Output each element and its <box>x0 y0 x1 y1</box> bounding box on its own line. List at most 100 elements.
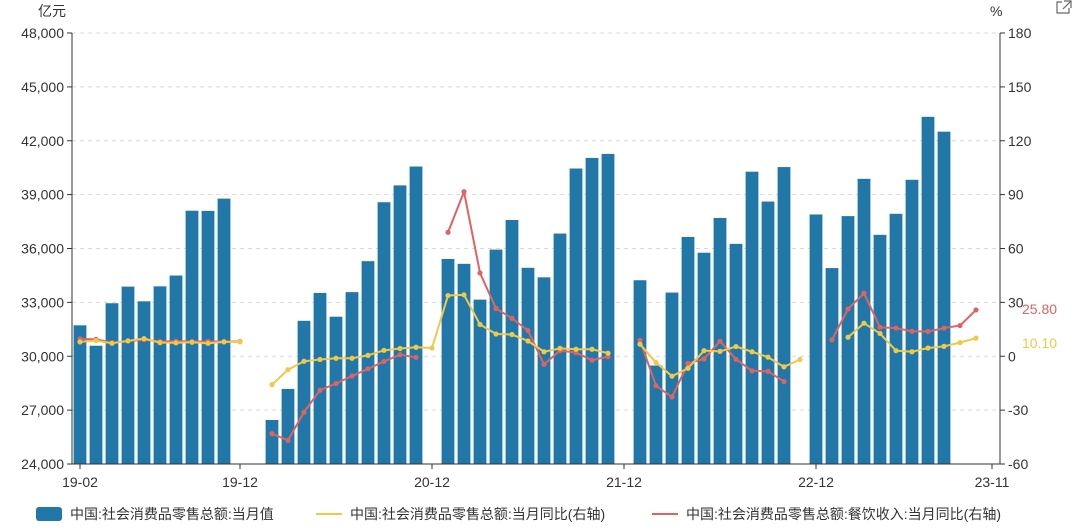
line-point <box>797 356 803 363</box>
line-point <box>541 361 547 367</box>
bar <box>409 166 423 464</box>
line-point <box>765 368 771 374</box>
line-point <box>109 340 115 346</box>
bar <box>601 153 615 464</box>
x-tick-label: 20-12 <box>414 474 450 490</box>
line-point <box>237 339 243 345</box>
right-tick-label: 60 <box>1008 241 1024 257</box>
line-point <box>477 270 483 276</box>
left-tick-label: 27,000 <box>21 402 64 418</box>
bar <box>393 185 407 464</box>
line-point <box>525 327 531 334</box>
line-point <box>285 437 291 443</box>
expand-icon[interactable] <box>1056 0 1072 14</box>
line-point <box>317 356 323 363</box>
bar <box>73 325 87 464</box>
legend-item-retail-sales[interactable]: 中国:社会消费品零售总额:当月值 <box>36 504 274 524</box>
x-tick-label: 22-12 <box>798 474 834 490</box>
bar <box>521 267 535 464</box>
bar <box>505 220 519 464</box>
line-point <box>493 331 499 337</box>
line-point <box>717 348 723 355</box>
line-point <box>349 373 355 379</box>
line-point <box>941 343 947 349</box>
line-point <box>749 368 755 374</box>
line-point <box>221 339 227 345</box>
bar <box>281 388 295 464</box>
end-label-text: 25.80 <box>1022 301 1057 317</box>
bar <box>921 116 935 465</box>
line-point <box>861 320 867 326</box>
series-line <box>271 353 417 442</box>
line-point <box>205 340 211 346</box>
line-point <box>381 347 387 353</box>
legend-label: 中国:社会消费品零售总额:当月值 <box>70 506 274 522</box>
line-point <box>461 189 467 195</box>
x-tick-label: 19-02 <box>62 474 98 490</box>
line-point <box>717 338 723 344</box>
left-axis-unit: 亿元 <box>38 3 66 19</box>
bar-series <box>73 116 951 465</box>
line-point <box>509 331 515 338</box>
line-point <box>269 431 275 437</box>
line-point <box>877 330 883 337</box>
bar <box>201 210 215 464</box>
line-point <box>413 354 419 360</box>
left-tick-label: 42,000 <box>21 133 64 149</box>
bar <box>185 210 199 464</box>
line-point <box>685 365 691 371</box>
bar <box>441 259 455 464</box>
bar <box>809 214 823 464</box>
line-point <box>189 339 195 345</box>
line-point <box>93 338 99 344</box>
line-point <box>589 357 595 363</box>
bar <box>105 303 119 464</box>
legend-item-retail-yoy[interactable]: 中国:社会消费品零售总额:当月同比(右轴) <box>316 504 605 524</box>
line-point <box>301 409 307 415</box>
line-point <box>541 349 547 355</box>
bar <box>265 420 279 464</box>
legend-swatch-bar <box>36 507 62 521</box>
bar <box>537 277 551 464</box>
line-point <box>413 344 419 350</box>
line-point <box>285 367 291 373</box>
bar <box>313 292 327 464</box>
right-axis-unit: % <box>990 3 1002 19</box>
bar <box>329 316 343 464</box>
right-tick-label: -30 <box>1008 402 1028 418</box>
line-point <box>365 366 371 372</box>
bar <box>649 365 663 464</box>
line-point <box>317 387 323 393</box>
bar <box>841 216 855 464</box>
bar <box>89 345 103 464</box>
legend-swatch-line <box>652 507 678 521</box>
line-point <box>125 338 131 344</box>
line-point <box>605 350 611 356</box>
x-tick-label: 21-12 <box>606 474 642 490</box>
left-tick-label: 24,000 <box>21 456 64 472</box>
bar <box>489 249 503 464</box>
chart: 24,000 -60 27,000 -30 30,000 0 33,000 30 36,000 6… <box>0 0 1057 490</box>
legend-label: 中国:社会消费品零售总额:当月同比(右轴) <box>350 506 606 522</box>
x-tick-label: 23-11 <box>975 474 1010 490</box>
line-point <box>733 356 739 362</box>
bar <box>457 263 471 464</box>
line-point <box>749 349 755 355</box>
right-tick-label: -60 <box>1008 456 1028 472</box>
line-point <box>909 349 915 355</box>
line-point <box>301 358 307 364</box>
legend-item-catering-yoy[interactable]: 中国:社会消费品零售总额:餐饮收入:当月同比(右轴) <box>652 504 1001 524</box>
line-point <box>333 355 339 361</box>
line-point <box>349 355 355 361</box>
line-point <box>333 380 339 387</box>
line-point <box>589 346 595 352</box>
bar <box>569 168 583 464</box>
line-point <box>957 322 963 329</box>
right-tick-label: 120 <box>1008 133 1032 149</box>
line-point <box>893 325 899 331</box>
line-point <box>509 315 515 321</box>
right-tick-label: 30 <box>1008 294 1024 310</box>
line-point <box>141 336 147 342</box>
line-point <box>845 334 851 340</box>
line-point <box>685 360 691 367</box>
